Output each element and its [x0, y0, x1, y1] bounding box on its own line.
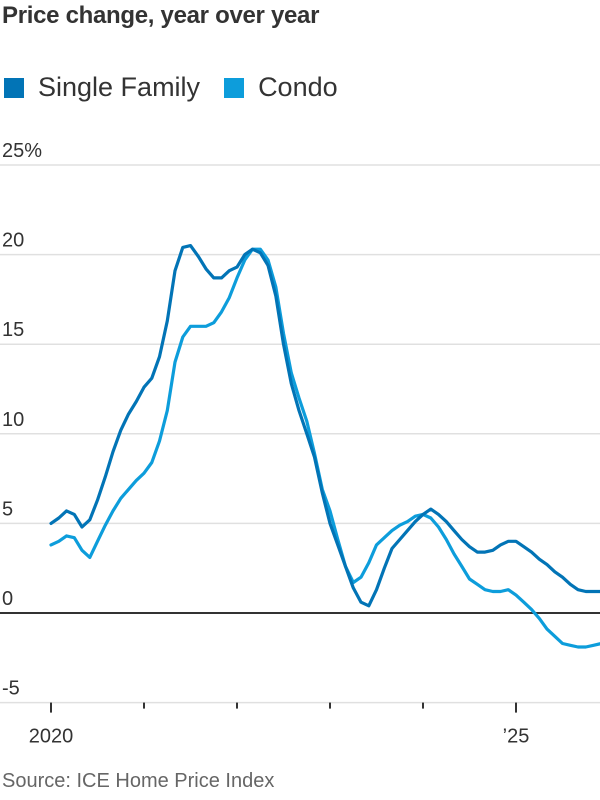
y-tick-label: 10 [2, 409, 24, 431]
y-tick-label: 0 [2, 588, 13, 610]
x-tick-label: 2020 [29, 726, 74, 748]
y-tick-label: 5 [2, 498, 13, 520]
source-note: Source: ICE Home Price Index [2, 770, 275, 792]
y-tick-label: 25% [2, 140, 42, 162]
x-tick-label: ’25 [503, 726, 530, 748]
legend-swatch-single-family [4, 77, 24, 98]
y-tick-label: 20 [2, 230, 24, 252]
legend: Single Family Condo [4, 72, 362, 103]
legend-label: Single Family [38, 72, 201, 102]
line-chart: 25% 20 15 10 5 0 -5 2020 ’25 [0, 140, 600, 748]
series-line-condo [49, 247, 600, 649]
series-line-single-family [49, 244, 600, 608]
y-tick-label: -5 [2, 678, 20, 700]
legend-item-condo: Condo [224, 72, 338, 103]
y-tick-label: 15 [2, 319, 24, 341]
legend-item-single-family: Single Family [4, 72, 200, 103]
chart-title: Price change, year over year [2, 2, 320, 29]
legend-label: Condo [258, 72, 338, 102]
legend-swatch-condo [224, 77, 245, 98]
